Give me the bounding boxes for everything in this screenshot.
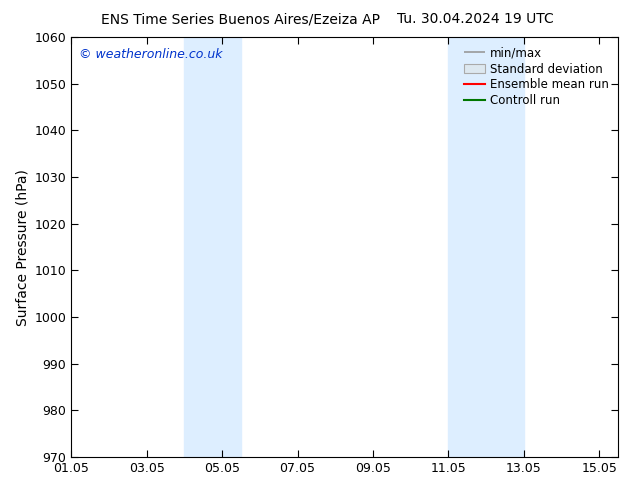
Text: ENS Time Series Buenos Aires/Ezeiza AP: ENS Time Series Buenos Aires/Ezeiza AP xyxy=(101,12,380,26)
Y-axis label: Surface Pressure (hPa): Surface Pressure (hPa) xyxy=(15,169,29,325)
Bar xyxy=(448,37,524,457)
Text: © weatheronline.co.uk: © weatheronline.co.uk xyxy=(79,48,223,61)
Text: Tu. 30.04.2024 19 UTC: Tu. 30.04.2024 19 UTC xyxy=(397,12,554,26)
Legend: min/max, Standard deviation, Ensemble mean run, Controll run: min/max, Standard deviation, Ensemble me… xyxy=(460,43,612,111)
Bar xyxy=(184,37,241,457)
